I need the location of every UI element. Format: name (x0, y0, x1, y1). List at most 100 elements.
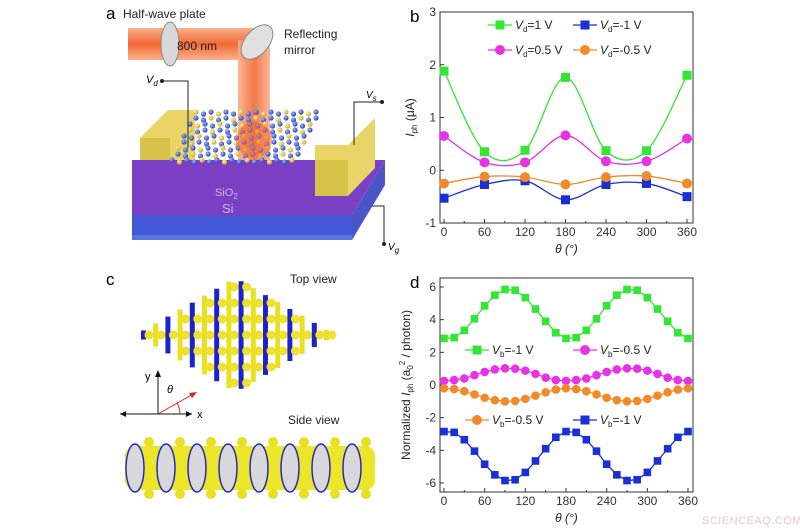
data-point (602, 393, 611, 403)
x-tick-label: 300 (636, 225, 656, 239)
vg-terminal (382, 242, 386, 246)
data-point (641, 156, 652, 167)
charge-lobe (290, 330, 300, 340)
legend-marker (495, 20, 505, 30)
charge-lobe (217, 346, 227, 356)
mirror-label-line2: mirror (284, 43, 315, 57)
atom (223, 115, 229, 121)
atom (176, 159, 183, 165)
side-bulb (299, 489, 309, 499)
charge-density-column (226, 281, 232, 389)
panel-a: a Half-wave plate 800 nm Reflecting mirr… (106, 4, 400, 255)
charge-lobe (193, 346, 203, 356)
legend-item: Vb=-0.5 V (573, 343, 652, 359)
data-point (470, 370, 479, 380)
charge-lobe (229, 314, 239, 324)
data-point (531, 391, 540, 400)
legend-marker (580, 45, 590, 55)
data-point (673, 385, 683, 394)
charge-density-column (153, 323, 159, 347)
data-point (490, 395, 500, 405)
atom (292, 121, 298, 127)
charge-density-column (263, 295, 268, 375)
data-point (601, 156, 611, 167)
data-point (491, 471, 499, 479)
atom (313, 109, 319, 115)
atom (236, 159, 243, 165)
data-point (560, 130, 571, 141)
atom (280, 145, 286, 151)
side-bulb (268, 489, 278, 499)
panel-c: c Top view x y θ Side view (106, 270, 375, 499)
atom (268, 115, 274, 121)
atom (223, 109, 229, 115)
charge-lobe (181, 314, 191, 324)
atom (281, 159, 288, 165)
legend-item: Vb=-1 V (465, 343, 533, 359)
half-wave-plate-label: Half-wave plate (123, 7, 206, 21)
series-vb-1-v (440, 285, 692, 343)
data-point (480, 367, 489, 377)
side-lobe (218, 443, 238, 493)
source-electrode-front (315, 160, 348, 196)
atom (278, 141, 285, 147)
data-point (674, 433, 682, 442)
data-point (582, 435, 591, 444)
atom (290, 111, 297, 117)
y-arrow (155, 370, 161, 377)
atom (307, 121, 313, 127)
data-point (601, 179, 611, 189)
atom (211, 139, 217, 145)
side-bulb (330, 437, 340, 447)
atom (266, 159, 273, 165)
charge-lobe (315, 330, 325, 340)
y-tick-label: 1 (429, 111, 436, 125)
data-point (511, 475, 519, 484)
atom (295, 151, 301, 157)
atom (214, 157, 220, 163)
charge-lobe (229, 330, 239, 340)
drain-electrode-front (140, 138, 170, 160)
data-point (572, 333, 580, 342)
atom (283, 115, 289, 121)
side-lobe (280, 443, 300, 493)
atom (206, 159, 213, 165)
atom (301, 133, 307, 139)
atom (229, 157, 235, 163)
atom (271, 139, 277, 145)
charge-density-column (299, 315, 305, 355)
panel-letter: d (410, 273, 419, 292)
data-point (520, 172, 530, 183)
atom (181, 139, 187, 145)
data-point (439, 66, 449, 76)
top-view-label: Top view (290, 272, 337, 286)
atom (212, 153, 219, 159)
data-point (643, 394, 652, 404)
substrate-side (352, 160, 385, 240)
atom (275, 117, 282, 123)
atom (284, 129, 291, 135)
series-vd-0-5-v (439, 130, 692, 168)
data-point (439, 376, 449, 386)
legend-marker (580, 345, 590, 355)
atom (292, 127, 298, 133)
charge-lobe (278, 330, 288, 340)
data-point (531, 457, 540, 465)
atom (280, 151, 286, 157)
side-bulb (144, 437, 154, 447)
data-point (531, 369, 540, 379)
side-bulb (206, 437, 216, 447)
legend-marker (580, 20, 590, 30)
charge-lobe (205, 362, 215, 372)
data-point (653, 457, 662, 465)
side-bulb (237, 489, 247, 499)
charge-lobe (217, 330, 227, 340)
atom (283, 109, 289, 115)
atom (218, 135, 225, 141)
legend-label: Vb=-1 V (492, 343, 533, 359)
angle-arc (176, 402, 181, 415)
atom (220, 151, 226, 157)
data-point (439, 178, 449, 189)
atom (286, 133, 292, 139)
